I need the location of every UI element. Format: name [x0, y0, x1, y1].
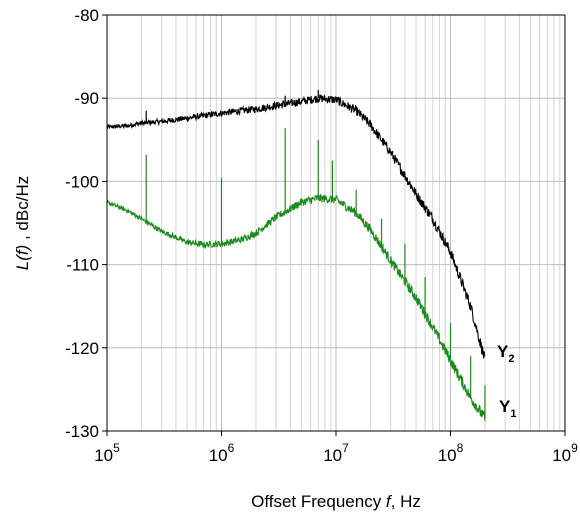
x-tick-label: 107 [323, 441, 349, 465]
x-tick-label: 106 [209, 441, 235, 465]
grid [106, 14, 566, 432]
y-tick-label: -90 [74, 89, 99, 108]
x-tick-label: 105 [94, 441, 120, 465]
series-label-y2: Y2 [497, 342, 514, 365]
x-tick-label: 109 [552, 441, 578, 465]
y-tick-label: -100 [65, 172, 99, 191]
y-tick-label: -110 [66, 256, 99, 275]
x-tick-labels: 105 106 107 108 109 [94, 431, 578, 465]
y-tick-label: -130 [65, 422, 99, 441]
series-line-y2 [106, 94, 486, 359]
series-label-y1: Y1 [499, 397, 516, 420]
y-tick-label: -80 [74, 6, 99, 25]
series-y1 [106, 128, 486, 422]
y-axis-title: L(f) , dBc/Hz [13, 176, 32, 270]
x-axis-title: Offset Frequency f, Hz [251, 492, 421, 511]
y-tick-label: -120 [65, 339, 99, 358]
x-tick-label: 108 [438, 441, 464, 465]
series-layer [106, 89, 486, 422]
y-tick-labels: -80 -90 -100 -110 -120 -130 [65, 6, 107, 441]
series-line-y1 [106, 193, 486, 422]
series-y2 [106, 89, 486, 359]
